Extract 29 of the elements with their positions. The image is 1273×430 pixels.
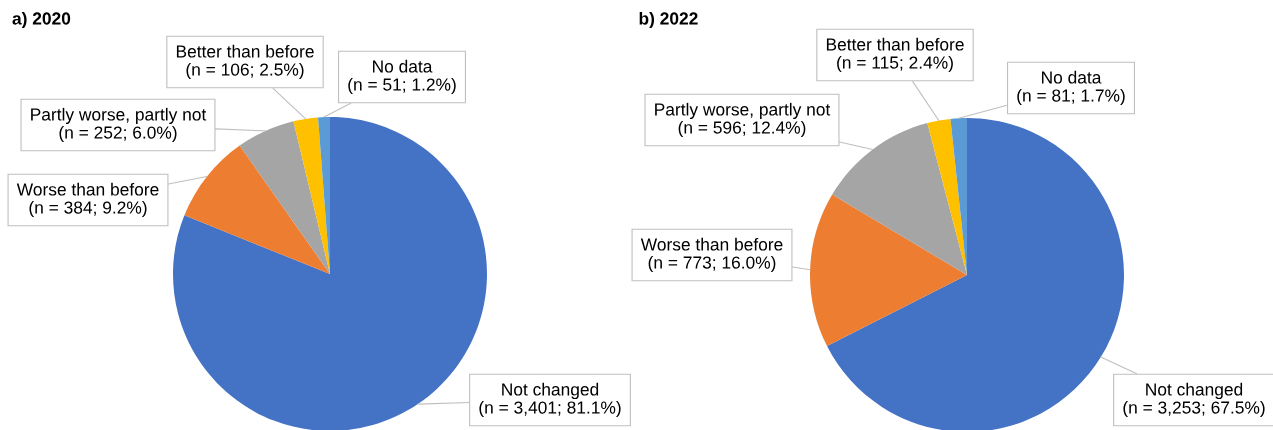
data-label: (n = 81; 1.7%) <box>1017 88 1125 106</box>
slice-label: No data <box>373 59 433 73</box>
slice-label: Partly worse, partly not <box>655 102 831 120</box>
data-label: (n = 3,253; 67.5%) <box>1123 400 1265 418</box>
pie-slice <box>810 194 967 347</box>
data-label: (n = 3,401; 81.1%) <box>479 400 621 418</box>
data-label: (n = 596; 12.4%) <box>678 120 806 138</box>
data-label: (n = 106; 2.5%) <box>186 62 304 80</box>
data-label: (n = 115; 2.4%) <box>837 55 953 73</box>
pie-slice <box>927 118 967 275</box>
slice-label: No data <box>1042 70 1102 84</box>
chart-title: a) 2020 <box>12 11 71 29</box>
pie-slice <box>239 121 330 274</box>
chart-title: b) 2022 <box>639 11 698 29</box>
data-label: (n = 51; 1.2%) <box>348 77 456 95</box>
slice-label: Worse than before <box>16 182 159 196</box>
pie-slice <box>184 145 330 274</box>
slice-label: Not changed <box>1146 382 1243 400</box>
slice-label: Partly worse, partly not <box>31 107 207 125</box>
slice-label: Not changed <box>502 382 599 400</box>
slice-label: Better than before <box>826 37 964 51</box>
pie-slice <box>293 117 330 274</box>
pie-slice <box>832 123 967 275</box>
data-label: (n = 252; 6.0%) <box>59 125 177 143</box>
data-label: (n = 773; 16.0%) <box>648 255 776 273</box>
data-label: (n = 384; 9.2%) <box>29 200 147 218</box>
pie-slice <box>827 118 1124 430</box>
slice-label: Better than before <box>176 44 314 58</box>
slice-label: Worse than before <box>640 237 783 251</box>
